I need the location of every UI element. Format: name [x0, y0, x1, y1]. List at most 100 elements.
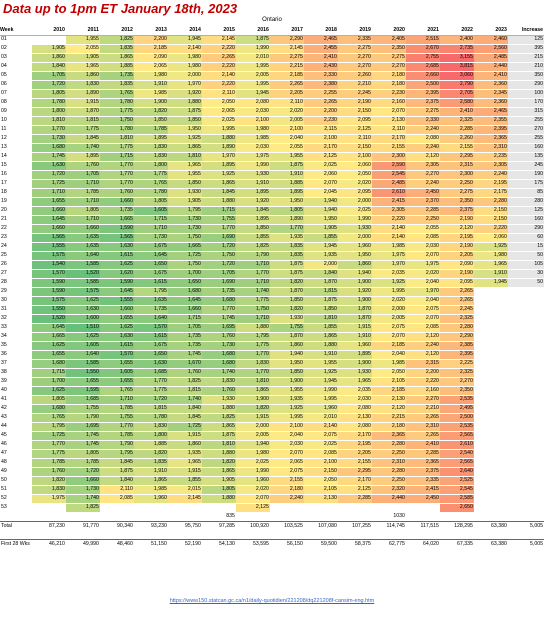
value-cell: 2,335: [405, 476, 440, 486]
totals-value: 114,745: [371, 521, 406, 531]
value-cell: 2,050: [337, 170, 372, 180]
value-cell: 1,820: [133, 449, 168, 459]
value-cell: 1,775: [133, 386, 168, 396]
value-cell: 1,645: [167, 296, 202, 306]
source-link[interactable]: https://www150.statcan.gc.ca/n1/daily-qu…: [169, 598, 375, 604]
value-cell: 1,930: [235, 170, 270, 180]
value-cell: 2,060: [303, 170, 338, 180]
increase-cell: 190: [507, 170, 544, 180]
value-cell: 2,140: [371, 224, 406, 234]
increase-cell: [507, 359, 544, 369]
value-cell: 1,710: [99, 395, 134, 405]
value-cell: 2,415: [371, 197, 406, 207]
value-cell: 2,070: [371, 107, 406, 117]
value-cell: 1,665: [99, 215, 134, 225]
value-cell: 2,155: [269, 476, 304, 486]
first_weeks-value: 63,380: [473, 539, 508, 549]
value-cell: 1,775: [235, 296, 270, 306]
totals-value: 107,255: [337, 521, 372, 531]
increase-cell: 170: [507, 98, 544, 108]
value-cell: 1,925: [167, 134, 202, 144]
value-cell: 1,665: [167, 242, 202, 252]
value-cell: 1,650: [133, 350, 168, 360]
value-cell: 2,380: [303, 80, 338, 90]
value-cell: 1,645: [133, 251, 168, 261]
value-cell: 1,865: [201, 467, 236, 477]
value-cell: 1,865: [99, 53, 134, 63]
value-cell: 2,040: [405, 296, 440, 306]
value-cell: 2,270: [337, 53, 372, 63]
value-cell: 1,750: [201, 251, 236, 261]
value-cell: 2,355: [473, 116, 508, 126]
spacer-cell: [439, 531, 474, 540]
value-cell: 1,985: [235, 134, 270, 144]
value-cell: 2,095: [337, 116, 372, 126]
value-cell: 2,460: [473, 35, 508, 45]
value-cell: [473, 413, 508, 423]
table-row: 18 1,710 1,785 1,760 1,780 1,930 1,845 1,895 1,8…: [0, 188, 544, 198]
value-cell: 2,035: [337, 386, 372, 396]
week-cell: 35: [0, 341, 32, 351]
value-cell: 2,240: [473, 170, 508, 180]
value-cell: 2,290: [269, 35, 304, 45]
extra-cell: [439, 512, 474, 522]
value-cell: 1,845: [201, 188, 236, 198]
value-cell: 1,915: [337, 323, 372, 333]
value-cell: [473, 350, 508, 360]
value-cell: 1,960: [303, 404, 338, 414]
value-cell: 2,020: [371, 296, 406, 306]
increase-cell: [507, 431, 544, 441]
value-cell: 1,710: [235, 260, 270, 270]
value-cell: 1,875: [303, 296, 338, 306]
value-cell: 2,170: [371, 134, 406, 144]
value-cell: 1,795: [31, 422, 66, 432]
value-cell: 1,825: [235, 242, 270, 252]
value-cell: 2,270: [439, 377, 474, 387]
value-cell: 1,820: [235, 404, 270, 414]
value-cell: 3,155: [439, 53, 474, 63]
value-cell: 1,790: [99, 440, 134, 450]
value-cell: 2,275: [337, 44, 372, 54]
value-cell: 2,125: [337, 485, 372, 495]
value-cell: 1,795: [99, 449, 134, 459]
table-row: 45 1,725 1,745 1,785 1,800 1,915 1,875 2,005 2,0…: [0, 431, 544, 441]
value-cell: 2,145: [201, 35, 236, 45]
value-cell: 1,765: [31, 413, 66, 423]
value-cell: 1,890: [269, 215, 304, 225]
value-cell: 1,740: [167, 395, 202, 405]
value-cell: 2,040: [269, 431, 304, 441]
increase-cell: [507, 305, 544, 315]
value-cell: 2,580: [439, 98, 474, 108]
value-cell: 2,025: [303, 440, 338, 450]
week-cell: 48: [0, 458, 32, 468]
table-row: 08 1,780 1,915 1,780 1,900 1,880 2,050 2,080 2,1…: [0, 98, 544, 108]
value-cell: 2,000: [235, 422, 270, 432]
value-cell: 2,240: [405, 341, 440, 351]
spacer-cell: [405, 531, 440, 540]
value-cell: 2,755: [405, 53, 440, 63]
value-cell: 1,705: [65, 170, 100, 180]
value-cell: 2,070: [405, 314, 440, 324]
value-cell: 2,075: [371, 323, 406, 333]
value-cell: 1,925: [201, 170, 236, 180]
week-cell: 45: [0, 431, 32, 441]
value-cell: 1,775: [99, 107, 134, 117]
week-cell: 03: [0, 53, 32, 63]
value-cell: 2,175: [473, 188, 508, 198]
column-header: Increase: [507, 27, 544, 36]
first_weeks-value: 58,375: [337, 539, 372, 549]
value-cell: 1,655: [65, 377, 100, 387]
value-cell: 1,985: [133, 89, 168, 99]
value-cell: 2,085: [99, 494, 134, 504]
value-cell: 1,825: [65, 503, 100, 513]
value-cell: 2,430: [303, 62, 338, 72]
value-cell: 2,125: [303, 152, 338, 162]
value-cell: 1,850: [167, 179, 202, 189]
value-cell: 2,525: [439, 476, 474, 486]
value-cell: 1,630: [99, 242, 134, 252]
value-cell: 2,220: [201, 44, 236, 54]
increase-cell: 100: [507, 89, 544, 99]
value-cell: 2,280: [371, 467, 406, 477]
table-row: 52 1,975 1,740 2,085 1,960 2,145 1,880 2,070 2,2…: [0, 494, 544, 504]
value-cell: 1,940: [235, 440, 270, 450]
